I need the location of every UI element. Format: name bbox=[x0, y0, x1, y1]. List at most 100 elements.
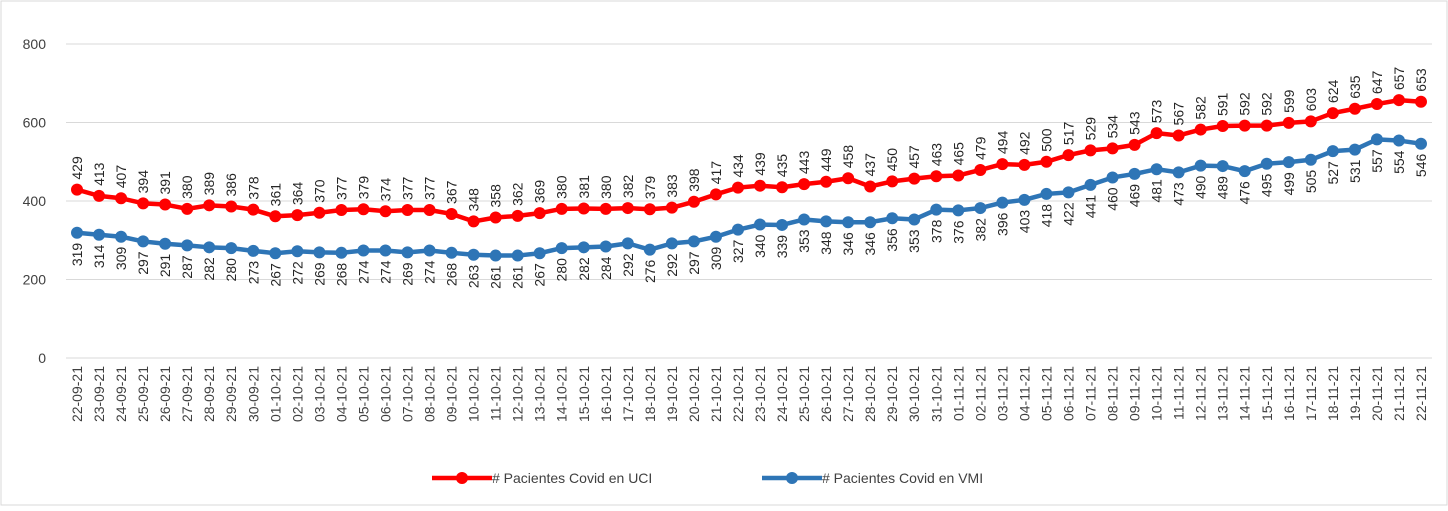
point bbox=[467, 215, 480, 228]
value-label: 463 bbox=[928, 143, 944, 167]
value-label: 573 bbox=[1149, 100, 1165, 124]
x-tick-label: 07-11-21 bbox=[1083, 366, 1099, 421]
point bbox=[687, 235, 700, 248]
value-label: 292 bbox=[664, 253, 680, 277]
point bbox=[203, 199, 216, 212]
x-tick-label: 05-10-21 bbox=[355, 366, 371, 422]
value-label: 370 bbox=[311, 179, 327, 203]
point bbox=[1414, 137, 1427, 150]
value-label: 543 bbox=[1127, 111, 1143, 135]
point bbox=[555, 202, 568, 215]
point bbox=[1370, 98, 1383, 111]
x-tick-label: 04-11-21 bbox=[1016, 366, 1032, 421]
value-label: 413 bbox=[91, 162, 107, 186]
x-tick-label: 09-11-21 bbox=[1127, 366, 1143, 421]
y-tick-label: 0 bbox=[38, 350, 46, 366]
point bbox=[93, 228, 106, 241]
value-label: 267 bbox=[532, 263, 548, 287]
x-tick-label: 17-11-21 bbox=[1303, 366, 1319, 421]
value-label: 274 bbox=[377, 260, 393, 284]
point bbox=[137, 197, 150, 210]
x-tick-label: 10-10-21 bbox=[466, 366, 482, 422]
x-tick-label: 30-10-21 bbox=[906, 366, 922, 422]
point bbox=[533, 247, 546, 260]
value-label: 494 bbox=[994, 131, 1010, 155]
legend-label: # Pacientes Covid en VMI bbox=[822, 470, 983, 486]
y-tick-label: 800 bbox=[23, 36, 47, 52]
point bbox=[776, 181, 789, 194]
point bbox=[533, 207, 546, 220]
x-tick-label: 06-11-21 bbox=[1060, 366, 1076, 421]
x-tick-label: 01-11-21 bbox=[950, 366, 966, 421]
value-label: 437 bbox=[862, 153, 878, 177]
point bbox=[225, 242, 238, 255]
point bbox=[401, 204, 414, 217]
point bbox=[599, 202, 612, 215]
value-label: 396 bbox=[994, 212, 1010, 236]
y-tick-label: 200 bbox=[23, 272, 47, 288]
value-label: 369 bbox=[532, 180, 548, 204]
value-label: 361 bbox=[267, 183, 283, 207]
point bbox=[930, 203, 943, 216]
value-label: 261 bbox=[488, 265, 504, 289]
value-label: 382 bbox=[972, 218, 988, 242]
value-label: 529 bbox=[1083, 117, 1099, 141]
point bbox=[445, 246, 458, 259]
point bbox=[247, 203, 260, 216]
value-label: 346 bbox=[840, 232, 856, 256]
x-tick-label: 28-10-21 bbox=[862, 366, 878, 422]
point bbox=[71, 226, 84, 239]
point bbox=[776, 218, 789, 231]
value-label: 377 bbox=[333, 176, 349, 200]
value-label: 473 bbox=[1171, 182, 1187, 206]
point bbox=[1216, 160, 1229, 173]
value-label: 268 bbox=[444, 263, 460, 287]
value-label: 280 bbox=[223, 258, 239, 282]
value-label: 534 bbox=[1105, 115, 1121, 139]
x-tick-label: 22-10-21 bbox=[730, 366, 746, 422]
point bbox=[798, 213, 811, 226]
point bbox=[798, 178, 811, 191]
x-tick-label: 25-10-21 bbox=[796, 366, 812, 422]
x-tick-label: 06-10-21 bbox=[377, 366, 393, 422]
point bbox=[401, 246, 414, 259]
point bbox=[269, 210, 282, 223]
x-tick-label: 27-09-21 bbox=[179, 366, 195, 422]
point bbox=[137, 235, 150, 248]
value-label: 465 bbox=[950, 142, 966, 166]
point bbox=[225, 200, 238, 213]
value-label: 624 bbox=[1325, 80, 1341, 104]
x-tick-label: 01-10-21 bbox=[267, 366, 283, 422]
value-label: 273 bbox=[245, 261, 261, 285]
point bbox=[908, 213, 921, 226]
value-label: 348 bbox=[818, 231, 834, 255]
value-label: 382 bbox=[620, 174, 636, 198]
x-tick-label: 03-10-21 bbox=[311, 366, 327, 422]
x-tick-label: 10-11-21 bbox=[1149, 366, 1165, 421]
value-label: 339 bbox=[774, 235, 790, 259]
value-label: 309 bbox=[708, 247, 724, 271]
point bbox=[115, 230, 128, 243]
value-label: 263 bbox=[466, 265, 482, 289]
point bbox=[577, 202, 590, 215]
value-label: 490 bbox=[1193, 175, 1209, 199]
value-label: 653 bbox=[1413, 68, 1429, 92]
value-label: 378 bbox=[245, 176, 261, 200]
x-tick-label: 15-11-21 bbox=[1259, 366, 1275, 421]
x-tick-label: 13-10-21 bbox=[532, 366, 548, 422]
x-tick-label: 20-10-21 bbox=[686, 366, 702, 422]
x-tick-label: 11-11-21 bbox=[1171, 366, 1187, 420]
point bbox=[687, 195, 700, 208]
point bbox=[1040, 155, 1053, 168]
value-label: 469 bbox=[1127, 184, 1143, 208]
value-label: 567 bbox=[1171, 102, 1187, 126]
point bbox=[379, 205, 392, 218]
point bbox=[423, 204, 436, 217]
value-label: 376 bbox=[950, 220, 966, 244]
point bbox=[930, 170, 943, 183]
x-tick-label: 31-10-21 bbox=[928, 366, 944, 422]
point bbox=[357, 203, 370, 216]
x-tick-label: 28-09-21 bbox=[201, 366, 217, 422]
point bbox=[1194, 159, 1207, 172]
value-label: 268 bbox=[333, 263, 349, 287]
